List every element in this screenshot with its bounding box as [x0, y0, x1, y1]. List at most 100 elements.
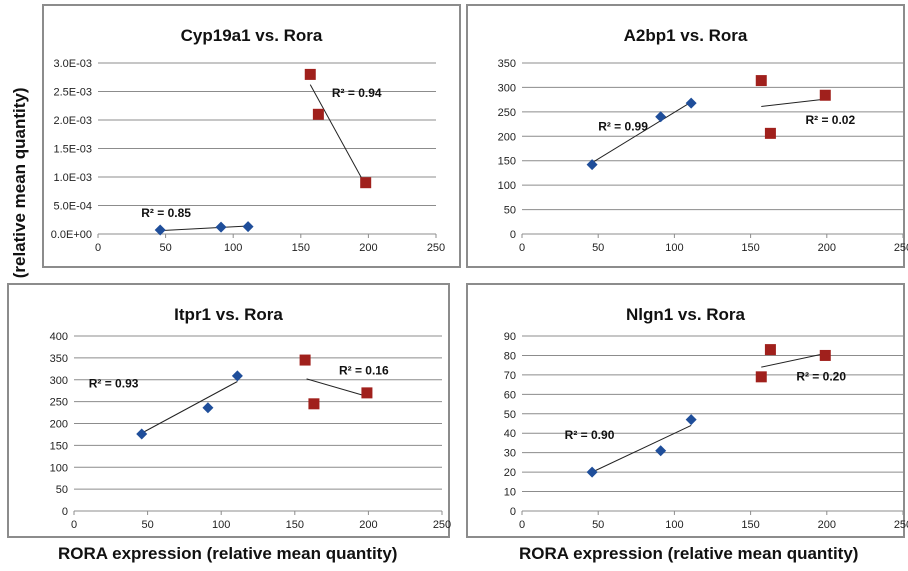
y-tick-label: 30 — [504, 448, 516, 460]
y-tick-label: 300 — [50, 375, 68, 387]
chart-title-a2bp1: A2bp1 vs. Rora — [624, 26, 748, 45]
x-tick-label: 100 — [665, 242, 683, 254]
x-tick-label: 0 — [71, 519, 77, 531]
y-tick-label: 60 — [504, 389, 516, 401]
y-tick-label: 100 — [498, 180, 516, 192]
y-tick-label: 20 — [504, 467, 516, 479]
trendline-a2bp1-0 — [591, 101, 692, 164]
data-point-square — [764, 344, 776, 356]
x-tick-label: 100 — [665, 519, 683, 531]
x-tick-label: 250 — [427, 242, 445, 254]
data-point-square — [755, 75, 767, 87]
x-tick-label: 100 — [224, 242, 242, 254]
chart-panel-cyp19a1: Cyp19a1 vs. Rora 0.0E+00 5.0E-04 1.0E-03 1.5… — [42, 4, 461, 268]
trendline-itpr1-1 — [306, 378, 368, 397]
y-tick-label: 40 — [504, 428, 516, 440]
x-tick-label: 150 — [741, 242, 759, 254]
r-squared-label: R² = 0.93 — [89, 377, 139, 391]
r-squared-label: R² = 0.90 — [565, 428, 615, 442]
x-tick-label: 200 — [818, 242, 836, 254]
data-point-square — [819, 89, 831, 101]
x-tick-label: 100 — [212, 519, 230, 531]
data-point-square — [360, 177, 372, 189]
x-tick-label: 50 — [592, 242, 604, 254]
y-tick-label: 2.5E-03 — [53, 87, 92, 99]
data-point-diamond — [685, 414, 697, 426]
data-point-square — [755, 371, 767, 383]
x-tick-label: 0 — [95, 242, 101, 254]
data-point-square — [308, 398, 320, 410]
data-point-square — [764, 127, 776, 139]
y-tick-label: 1.0E-03 — [53, 172, 92, 184]
y-tick-label: 150 — [498, 156, 516, 168]
chart-panel-nlgn1: Nlgn1 vs. Rora 0 10 20 30 40 50 60 70 80 90 0 50 100 1… — [466, 283, 908, 538]
chart-svg-nlgn1: Nlgn1 vs. Rora 0 10 20 30 40 50 60 70 80 90 0 50 100 1… — [504, 305, 908, 531]
data-point-diamond — [242, 221, 254, 233]
chart-title-nlgn1: Nlgn1 vs. Rora — [626, 305, 746, 324]
data-point-diamond — [154, 224, 166, 236]
data-point-diamond — [231, 370, 243, 382]
y-tick-label: 50 — [56, 484, 68, 496]
chart-svg-cyp19a1: Cyp19a1 vs. Rora 0.0E+00 5.0E-04 1.0E-03 1.5… — [51, 26, 445, 254]
y-tick-label: 1.5E-03 — [53, 144, 92, 156]
x-tick-label: 50 — [592, 519, 604, 531]
y-tick-label: 150 — [50, 440, 68, 452]
r-squared-label: R² = 0.94 — [332, 86, 382, 100]
y-tick-label: 10 — [504, 487, 516, 499]
chart-title-cyp19a1: Cyp19a1 vs. Rora — [181, 26, 323, 45]
data-point-square — [299, 354, 311, 366]
data-point-diamond — [655, 111, 667, 123]
x-tick-label: 200 — [359, 519, 377, 531]
y-tick-label: 100 — [50, 462, 68, 474]
chart-panel-a2bp1: A2bp1 vs. Rora 0 50 100 150 200 250 300 350 0 50 10… — [466, 4, 908, 268]
y-tick-label: 0 — [510, 506, 516, 518]
y-tick-label: 400 — [50, 331, 68, 343]
y-tick-label: 50 — [504, 205, 516, 217]
y-tick-label: 250 — [498, 107, 516, 119]
data-point-square — [819, 349, 831, 361]
trendline-itpr1-0 — [141, 381, 238, 434]
r-squared-label: R² = 0.02 — [805, 113, 855, 127]
data-point-diamond — [202, 402, 214, 414]
x-tick-label: 0 — [519, 242, 525, 254]
y-tick-label: 3.0E-03 — [53, 58, 92, 70]
x-tick-label: 150 — [292, 242, 310, 254]
r-squared-label: R² = 0.85 — [141, 206, 191, 220]
trendline-a2bp1-1 — [761, 98, 826, 107]
data-point-diamond — [136, 428, 148, 440]
y-tick-label: 2.0E-03 — [53, 115, 92, 127]
y-tick-label: 250 — [50, 397, 68, 409]
y-tick-label: 300 — [498, 82, 516, 94]
chart-svg-a2bp1: A2bp1 vs. Rora 0 50 100 150 200 250 300 350 0 50 10… — [498, 26, 908, 254]
trendline-nlgn1-0 — [591, 424, 692, 473]
chart-panel-itpr1: Itpr1 vs. Rora 0 50 100 150 200 250 300 350 400 0 5… — [7, 283, 452, 538]
x-tick-label: 50 — [159, 242, 171, 254]
r-squared-label: R² = 0.20 — [796, 370, 846, 384]
data-point-diamond — [586, 466, 598, 478]
y-tick-label: 200 — [50, 419, 68, 431]
y-tick-label: 0 — [510, 229, 516, 241]
x-tick-label: 150 — [741, 519, 759, 531]
data-point-square — [361, 387, 373, 399]
y-tick-label: 80 — [504, 350, 516, 362]
y-tick-label: 5.0E-04 — [53, 201, 92, 213]
data-point-square — [312, 108, 324, 120]
trendline-nlgn1-1 — [761, 353, 826, 368]
shared-x-axis-label-right: RORA expression (relative mean quantity) — [519, 544, 859, 563]
chart-svg-itpr1: Itpr1 vs. Rora 0 50 100 150 200 250 300 350 400 0 5… — [50, 305, 452, 531]
x-tick-label: 250 — [894, 519, 908, 531]
x-tick-label: 0 — [519, 519, 525, 531]
x-tick-label: 50 — [141, 519, 153, 531]
y-tick-label: 50 — [504, 409, 516, 421]
data-point-diamond — [655, 445, 667, 457]
y-tick-label: 0 — [62, 506, 68, 518]
y-tick-label: 0.0E+00 — [51, 229, 92, 241]
y-tick-label: 350 — [50, 353, 68, 365]
y-tick-label: 350 — [498, 58, 516, 70]
x-tick-label: 250 — [433, 519, 451, 531]
data-point-square — [304, 68, 316, 80]
r-squared-label: R² = 0.99 — [598, 119, 648, 133]
y-tick-label: 200 — [498, 131, 516, 143]
y-tick-label: 70 — [504, 370, 516, 382]
y-tick-label: 90 — [504, 331, 516, 343]
